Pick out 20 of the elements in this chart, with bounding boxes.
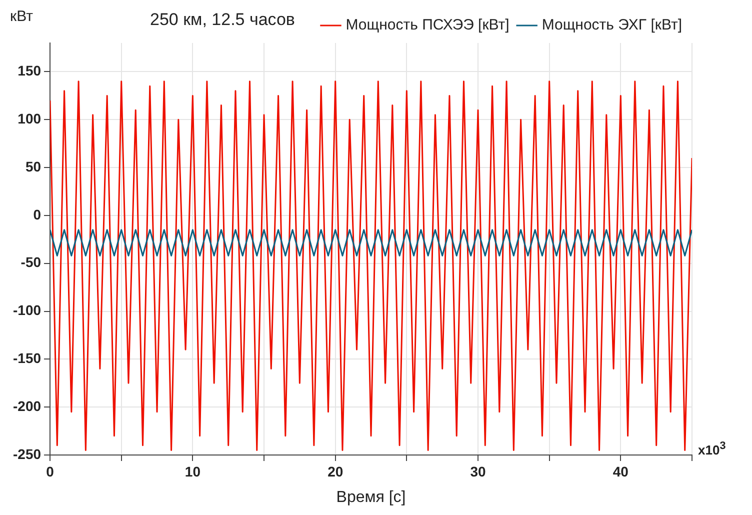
y-tick-label: -150 — [12, 350, 42, 366]
y-tick-label: 0 — [33, 206, 42, 222]
x-axis-title: Время [с] — [336, 488, 406, 506]
x-tick-label: 10 — [184, 463, 201, 480]
x-tick-label: 40 — [612, 463, 629, 480]
y-tick-label: 100 — [18, 110, 42, 127]
x-tick-label: 20 — [328, 463, 344, 480]
y-tick-label: -200 — [12, 398, 42, 414]
chart-title: 250 км, 12.5 часов — [150, 10, 295, 30]
x-tick-label: 0 — [46, 463, 54, 480]
legend-label: Мощность ПСХЭЭ [кВт] — [346, 16, 510, 34]
y-tick-label: -50 — [20, 254, 42, 270]
y-tick-label: -100 — [12, 302, 42, 318]
y-tick-label: 50 — [25, 158, 42, 174]
text: x10$^{3}$ — [698, 440, 726, 458]
x-tick-label: 30 — [470, 463, 486, 480]
y-axis-title: кВт — [10, 8, 33, 25]
y-tick-label: 150 — [18, 62, 42, 79]
y-tick-label: -250 — [12, 446, 42, 462]
legend-label: Мощность ЭХГ [кВт] — [542, 16, 682, 34]
